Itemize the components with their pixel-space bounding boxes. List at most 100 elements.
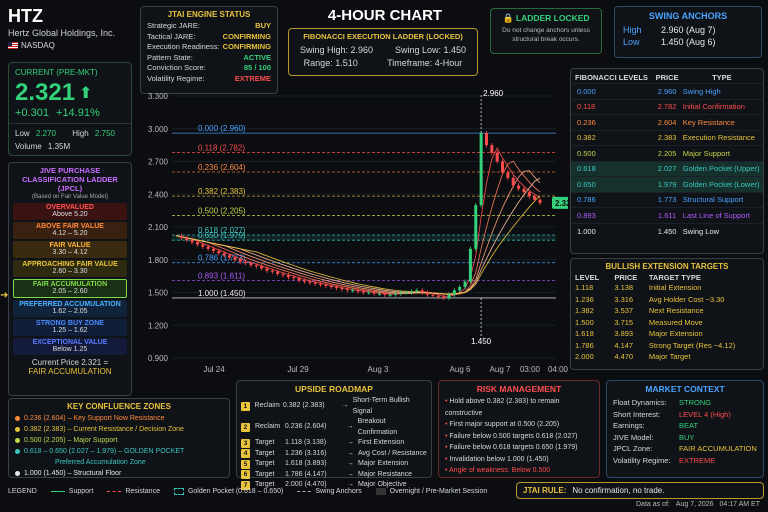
candle-body [522, 188, 526, 193]
market-key: Earnings: [613, 421, 645, 430]
fib-levels-table: FIBONACCI LEVELS PRICE TYPE 0.000 2.960 Sw… [571, 72, 763, 239]
bull-price: 3.316 [614, 294, 634, 304]
anchor-low-value: 1.450 (Aug 6) [661, 37, 716, 47]
market-value: BEAT [679, 421, 699, 430]
step-desc: First Extension [358, 439, 405, 446]
rule-text: No confirmation, no trade. [572, 486, 665, 495]
candle-body [329, 285, 333, 288]
jpcl-level: OVERVALUED Above 5.20 [13, 203, 127, 220]
fib-table-row: 0.618 2.027 Golden Pocket (Upper) [571, 161, 763, 177]
candle-body [249, 263, 253, 266]
bull-target-row: 1.236 3.316 Avg Holder Cost ~3.30 [571, 294, 763, 306]
risk-weakness-text: Angle of weakness: Below 0.500 [449, 467, 551, 474]
bull-targets-panel: BULLISH EXTENSION TARGETS LEVEL PRICE TA… [570, 258, 764, 370]
fib-type: Structural Support [682, 195, 744, 205]
engine-key: Strategic JARE: [147, 21, 200, 30]
arrow-right-icon: → [347, 460, 354, 467]
jpcl-level-range: Above 5.20 [52, 211, 88, 218]
market-context-panel: MARKET CONTEXT Float Dynamics: STRONG Shor… [606, 380, 764, 478]
candle-body [319, 283, 323, 285]
candle-body [511, 177, 515, 186]
swing-low-value: 1.450 [443, 45, 467, 55]
candle-body [222, 253, 226, 256]
bull-level: 2.000 [575, 352, 594, 362]
candle-body [217, 251, 221, 254]
jpcl-level-range: 3.30 – 4.12 [52, 249, 88, 256]
bull-level: 1.618 [575, 329, 594, 339]
candle-body [474, 205, 478, 249]
bull-type: Initial Extension [648, 283, 702, 293]
bullet-icon: • [445, 421, 450, 428]
bull-level: 1.382 [575, 306, 594, 316]
fib-type: Last Line of Support [682, 210, 750, 220]
candle-body [244, 261, 248, 264]
fib-table-row: 0.893 1.611 Last Line of Support [571, 207, 763, 224]
step-action: Reclaim [254, 423, 281, 431]
fib-table-row: 0.000 2.960 Swing High [571, 83, 763, 100]
swing-high-label: 2.960 [483, 89, 504, 98]
exchange-name: NASDAQ [21, 41, 55, 50]
fib-level: 0.236 [577, 117, 596, 127]
candle-body [490, 145, 494, 153]
fib-level: 0.500 [577, 148, 596, 158]
jpcl-levels: OVERVALUED Above 5.20 ABOVE FAIR VALUE 4.12… [13, 203, 127, 355]
candle-body [265, 268, 269, 271]
candle-body [415, 290, 419, 292]
high-label: High [72, 129, 89, 138]
jpcl-level-range: 2.60 – 3.30 [52, 268, 88, 275]
fib-table-header: FIBONACCI LEVELS PRICE TYPE [571, 72, 763, 84]
bull-target-row: 1.786 4.147 Strong Target (Res ~4.12) [571, 340, 763, 352]
confluence-text: Preferred Accumulation Zone [55, 459, 146, 466]
jpcl-level-name: FAIR VALUE [49, 242, 91, 249]
candle-body [340, 288, 344, 290]
candle-body [495, 152, 499, 162]
legend-overnight: Overnight / Pre-Market Session [389, 487, 488, 495]
step-number: 7 [241, 480, 250, 490]
candle-body [302, 280, 306, 282]
locked-title: LADDER LOCKED [515, 13, 590, 23]
jpcl-level-name: FAIR ACCUMULATION [32, 281, 108, 288]
y-tick-label: 3.300 [148, 92, 169, 101]
jpcl-level: ABOVE FAIR VALUE 4.12 – 5.20 [13, 222, 127, 239]
fib-type: Golden Pocket (Upper) [682, 164, 760, 174]
candle-body [463, 281, 467, 288]
risk-item: • Failure below 0.500 targets 0.618 (2.0… [445, 431, 593, 443]
arrow-right-icon: → [347, 470, 354, 478]
locked-text: Do not change anchors unless structural … [502, 27, 590, 43]
bull-type: Measured Move [648, 317, 703, 327]
step-action: Target [255, 439, 275, 446]
fib-level: 0.000 [577, 86, 596, 96]
market-row: Earnings: BEAT [613, 420, 757, 432]
market-key: JIVE Model: [613, 432, 654, 442]
y-tick-label: 2.400 [148, 190, 169, 199]
fib-level-label: 0.000 (2.960) [198, 124, 246, 133]
step-desc: Breakout Confirmation [357, 418, 398, 436]
engine-value: 85 / 100 [243, 63, 271, 72]
market-row: Volatility Regime: EXTREME [613, 455, 757, 467]
market-value: EXTREME [679, 455, 716, 465]
legend-resistance: Resistance [125, 487, 160, 495]
bull-target-row: 2.000 4.470 Major Target [571, 351, 763, 363]
candle-body [410, 291, 414, 293]
ticker-header: HTZ Hertz Global Holdings, Inc. NASDAQ [8, 6, 138, 50]
candle-body [527, 192, 531, 197]
price-chart[interactable]: 3.300 3.000 2.700 2.400 2.100 1.800 1.500 1.200… [138, 84, 578, 376]
timestamp-label: Data as of: [636, 501, 670, 508]
anchor-high-value: 2.960 (Aug 7) [661, 25, 716, 35]
legend-golden-pocket: Golden Pocket (0.618 – 0.650) [187, 487, 284, 495]
step-level: 0.382 (2.383) [282, 402, 325, 410]
roadmap-step: 5 Target 1.618 (3.893) → Major Extension [241, 459, 427, 470]
bullet-icon [15, 426, 20, 432]
risk-title: RISK MANAGEMENT [476, 384, 562, 394]
candle-body [345, 289, 349, 291]
x-tick-label: 03:00 [520, 365, 541, 374]
fib-price: 2.960 [657, 86, 677, 96]
bullet-icon: • [445, 455, 450, 463]
fib-ladder-row-2: Range: 1.510 Timeframe: 4-Hour [289, 58, 477, 68]
roadmap-list: 1 Reclaim 0.382 (2.383) → Short-Term Bullish… [237, 394, 431, 493]
step-level: 1.118 (3.138) [285, 439, 327, 446]
bull-target-row: 1.382 3.537 Next Resistance [571, 305, 763, 317]
fib-table-row: 1.000 1.450 Swing Low [571, 223, 763, 239]
step-level: 2.000 (4.470) [285, 481, 327, 488]
bullet-icon: • [445, 398, 450, 405]
